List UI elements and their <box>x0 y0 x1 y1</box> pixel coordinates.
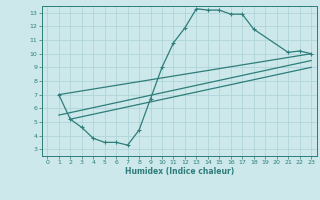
X-axis label: Humidex (Indice chaleur): Humidex (Indice chaleur) <box>124 167 234 176</box>
